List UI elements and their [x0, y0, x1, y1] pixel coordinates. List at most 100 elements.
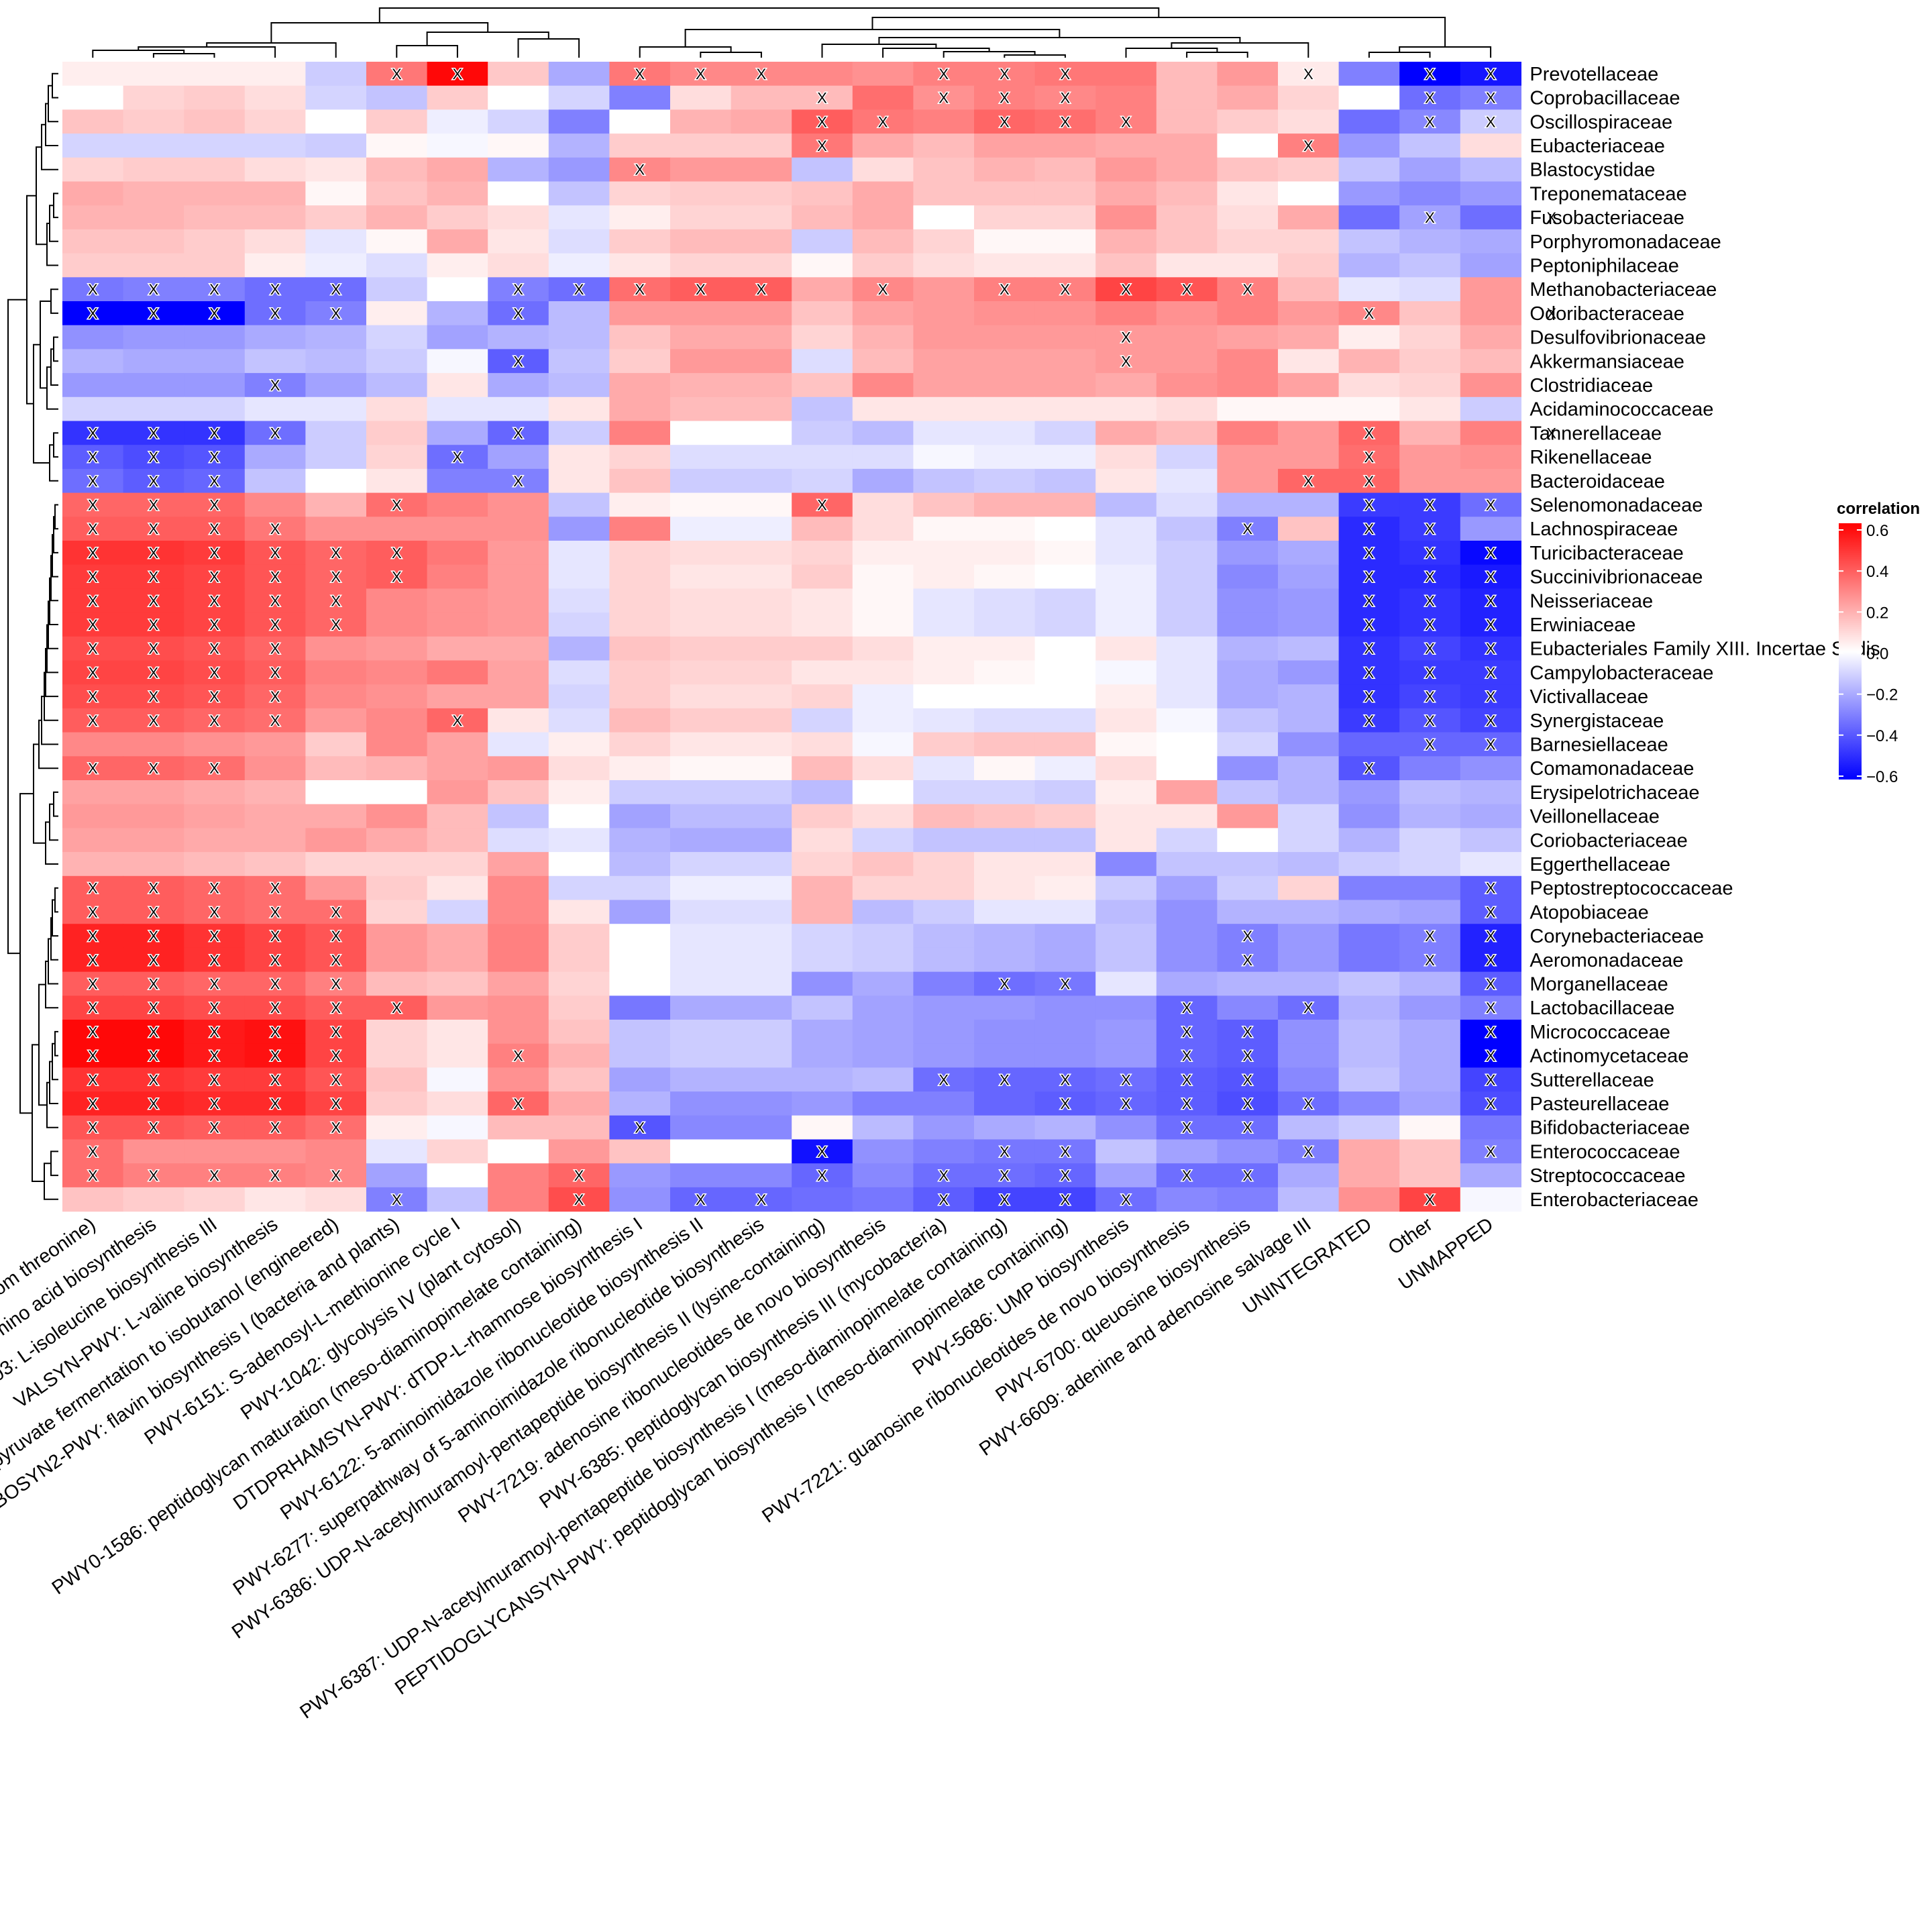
heatmap-cell	[1278, 253, 1340, 278]
heatmap-cell	[123, 301, 184, 326]
heatmap-cell	[1095, 612, 1157, 637]
row-label: Comamonadaceae	[1529, 758, 1694, 780]
row-label: Morganellaceae	[1529, 973, 1668, 995]
heatmap-cell	[184, 229, 246, 254]
heatmap-cell	[1460, 229, 1521, 254]
significance-mark: X	[1364, 449, 1375, 466]
row-label: Lachnospiraceae	[1529, 519, 1678, 540]
heatmap-cell	[913, 708, 975, 733]
heatmap-cell	[913, 517, 975, 541]
heatmap-cell	[974, 396, 1036, 422]
heatmap-cell	[1095, 421, 1157, 445]
heatmap-cell	[488, 875, 549, 901]
significance-mark: X	[1000, 66, 1010, 83]
heatmap-cell	[62, 875, 124, 901]
heatmap-cell	[974, 1091, 1036, 1116]
significance-mark: X	[1364, 712, 1375, 729]
heatmap-cell	[1338, 157, 1400, 182]
heatmap-cell	[62, 301, 124, 326]
dendrogram-branch	[1004, 54, 1066, 58]
heatmap-cell	[427, 828, 488, 853]
heatmap-cell	[670, 708, 732, 733]
heatmap-cell	[1460, 780, 1521, 805]
heatmap-cell	[974, 924, 1036, 949]
heatmap-cell	[184, 1067, 246, 1092]
significance-mark: X	[270, 712, 280, 729]
heatmap-cell	[913, 1163, 975, 1188]
heatmap-cell	[1095, 62, 1157, 87]
heatmap-cell	[366, 229, 428, 254]
heatmap-cell	[1278, 445, 1340, 470]
heatmap-cell	[670, 1020, 732, 1044]
heatmap-cell	[548, 971, 610, 996]
heatmap-cell	[792, 109, 853, 134]
row-label: Succinivibrionaceae	[1529, 567, 1703, 588]
heatmap-cell	[488, 445, 549, 470]
heatmap-cell	[731, 947, 792, 973]
heatmap-cell	[609, 349, 671, 374]
heatmap-cell	[244, 612, 306, 637]
significance-mark: X	[817, 1167, 827, 1184]
heatmap-cell	[184, 924, 246, 949]
heatmap-cell	[427, 541, 488, 566]
heatmap-cell	[244, 875, 306, 901]
heatmap-cell	[609, 971, 671, 996]
significance-mark: X	[1425, 545, 1435, 561]
heatmap-cell	[913, 1187, 975, 1212]
significance-mark: X	[1242, 1095, 1252, 1112]
significance-mark: X	[1364, 592, 1375, 609]
heatmap-cell	[1156, 684, 1218, 709]
heatmap-cell	[852, 325, 914, 350]
significance-mark: X	[1486, 1143, 1496, 1160]
heatmap-cell	[792, 133, 853, 158]
heatmap-cell	[670, 85, 732, 110]
significance-mark: X	[1486, 1048, 1496, 1065]
heatmap-cell	[670, 804, 732, 828]
heatmap-cell	[305, 85, 367, 110]
heatmap-cell	[244, 756, 306, 781]
significance-mark: X	[331, 952, 341, 969]
heatmap-cell	[913, 181, 975, 206]
heatmap-cell	[366, 1139, 428, 1164]
heatmap-cell	[731, 1043, 792, 1068]
heatmap-cell	[1278, 157, 1340, 182]
heatmap-cell	[1034, 325, 1096, 350]
heatmap-cell	[366, 804, 428, 828]
row-label: Peptoniphilaceae	[1529, 255, 1679, 276]
significance-mark: X	[938, 1167, 949, 1184]
heatmap-cell	[1095, 1043, 1157, 1068]
heatmap-cell	[1338, 684, 1400, 709]
heatmap-cell	[1217, 85, 1279, 110]
heatmap-cell	[488, 780, 549, 805]
heatmap-cell	[852, 373, 914, 398]
heatmap-cell	[244, 708, 306, 733]
heatmap-cell	[1460, 588, 1521, 613]
heatmap-cell	[670, 468, 732, 494]
heatmap-cell	[62, 1115, 124, 1140]
heatmap-cell	[974, 947, 1036, 973]
heatmap-cell	[305, 732, 367, 757]
heatmap-cell	[366, 924, 428, 949]
heatmap-cell	[244, 541, 306, 566]
heatmap-cell	[1034, 852, 1096, 877]
heatmap-cell	[488, 1043, 549, 1068]
heatmap-cell	[731, 62, 792, 87]
heatmap-cell	[731, 373, 792, 398]
heatmap-cell	[731, 1187, 792, 1212]
significance-mark: X	[1242, 952, 1252, 969]
heatmap-cell	[1095, 636, 1157, 661]
heatmap-cell	[184, 564, 246, 589]
heatmap-cell	[1338, 325, 1400, 350]
heatmap-cell	[123, 828, 184, 853]
heatmap-cell	[609, 253, 671, 278]
heatmap-cell	[123, 1067, 184, 1092]
heatmap-cell	[670, 133, 732, 158]
heatmap-cell	[1278, 1067, 1340, 1092]
significance-mark: X	[88, 1167, 98, 1184]
heatmap-cell	[1217, 588, 1279, 613]
heatmap-cell	[244, 421, 306, 445]
dendrogram-branch	[46, 1081, 58, 1128]
heatmap-cell	[913, 373, 975, 398]
heatmap-cell	[548, 541, 610, 566]
